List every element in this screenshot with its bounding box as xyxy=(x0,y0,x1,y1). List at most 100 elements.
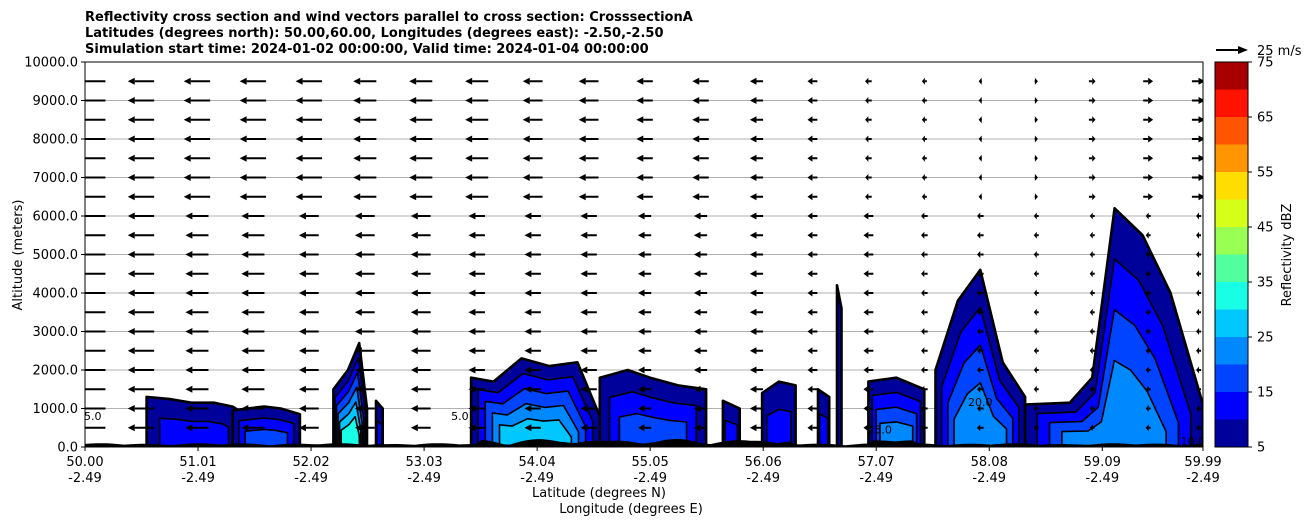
wind-vector xyxy=(127,328,155,335)
wind-vector xyxy=(1089,212,1095,220)
wind-vector xyxy=(185,385,209,393)
wind-vector xyxy=(580,328,597,335)
wind-vector xyxy=(185,212,209,220)
reflectivity-contour-10dbz xyxy=(818,413,829,447)
wind-vector xyxy=(409,77,433,85)
wind-vector xyxy=(807,328,818,335)
wind-vector xyxy=(1034,154,1038,162)
quiver-key: 25 m/s xyxy=(1216,44,1302,59)
wind-vector xyxy=(1089,347,1095,355)
wind-vector xyxy=(354,366,375,374)
reflectivity-contour-10dbz xyxy=(158,417,230,447)
wind-vector xyxy=(239,174,267,181)
wind-vector xyxy=(1088,174,1096,181)
wind-vector xyxy=(85,138,106,140)
wind-vector xyxy=(865,116,872,124)
wind-vector xyxy=(921,174,927,181)
wind-vector xyxy=(1033,308,1039,316)
wind-vector xyxy=(921,154,927,162)
wind-vector xyxy=(1145,308,1151,316)
wind-vector xyxy=(185,270,209,278)
wind-vector xyxy=(749,193,764,201)
y-tick-label: 6000.0 xyxy=(33,210,79,225)
wind-vector xyxy=(298,328,319,335)
wind-vector xyxy=(127,270,155,278)
wind-vector xyxy=(127,385,155,393)
wind-vector xyxy=(978,174,982,181)
wind-vector xyxy=(183,116,211,124)
wind-vector xyxy=(749,289,764,297)
wind-vector xyxy=(354,424,375,432)
wind-vector xyxy=(522,97,543,104)
wind-vector xyxy=(409,97,433,104)
wind-vector xyxy=(692,174,709,181)
colorbar-swatch xyxy=(1215,89,1248,117)
wind-vector xyxy=(976,347,984,355)
y-tick-label: 2000.0 xyxy=(33,364,79,379)
wind-vector xyxy=(1088,116,1096,124)
wind-vector xyxy=(410,347,431,355)
wind-vector xyxy=(410,289,431,297)
wind-vector xyxy=(239,77,267,85)
wind-vector xyxy=(354,270,375,278)
y-tick-label: 1000.0 xyxy=(33,402,79,417)
wind-vector xyxy=(183,135,211,143)
wind-vector xyxy=(185,251,209,258)
wind-vector xyxy=(692,193,709,201)
wind-vector xyxy=(295,174,323,181)
colorbar: 5 15 25 35 45 55 65 75 xyxy=(1214,56,1274,456)
wind-vector xyxy=(185,308,209,316)
terrain xyxy=(85,438,1203,447)
chart-title-line-2: Latitudes (degrees north): 50.00,60.00, … xyxy=(85,26,664,41)
wind-vector xyxy=(1089,424,1095,432)
x-tick-latitude: 54.04 xyxy=(519,455,556,470)
wind-vector xyxy=(693,385,708,393)
wind-vector xyxy=(353,97,377,104)
wind-vector xyxy=(185,347,209,355)
wind-vector xyxy=(637,251,652,258)
wind-vector xyxy=(127,154,155,162)
wind-vector xyxy=(524,212,541,220)
wind-vector xyxy=(865,193,872,201)
wind-vector xyxy=(693,231,708,239)
wind-vector xyxy=(1089,328,1095,335)
x-tick-longitude: -2.49 xyxy=(972,471,1006,486)
x-tick-latitude: 57.07 xyxy=(858,455,895,470)
colorbar-label: Reflectivity dBZ xyxy=(1280,204,1295,307)
wind-vector xyxy=(1089,231,1095,239)
wind-vector xyxy=(693,212,708,220)
wind-vector xyxy=(468,385,485,393)
wind-vector xyxy=(241,308,265,316)
wind-vector xyxy=(1196,212,1201,220)
wind-vector xyxy=(354,308,375,316)
wind-vector xyxy=(1196,251,1201,258)
wind-vector xyxy=(524,424,541,432)
wind-vector xyxy=(1196,366,1201,374)
y-tick-label: 10000.0 xyxy=(24,56,78,71)
wind-vector xyxy=(241,366,265,374)
wind-vector xyxy=(921,77,927,85)
wind-vector xyxy=(241,347,265,355)
wind-vector xyxy=(409,174,433,181)
wind-vector xyxy=(865,135,872,143)
wind-vector xyxy=(637,405,652,412)
colorbar-swatch xyxy=(1215,227,1248,255)
wind-vector xyxy=(863,328,874,335)
wind-vector xyxy=(749,308,764,316)
wind-vector xyxy=(465,154,489,162)
wind-vector xyxy=(410,251,431,258)
wind-vector xyxy=(468,270,485,278)
wind-vector xyxy=(636,174,653,181)
y-tick-label: 5000.0 xyxy=(33,248,79,263)
x-tick-longitude: -2.49 xyxy=(1085,471,1119,486)
wind-vector xyxy=(1088,77,1096,85)
wind-vector xyxy=(85,311,106,314)
wind-vector xyxy=(85,272,106,275)
wind-vector xyxy=(522,116,543,124)
wind-vector xyxy=(978,193,982,201)
x-tick-longitude: -2.49 xyxy=(746,471,780,486)
wind-vector xyxy=(524,366,541,374)
wind-vector xyxy=(239,97,267,104)
wind-vector xyxy=(578,135,599,143)
wind-vector xyxy=(465,116,489,124)
